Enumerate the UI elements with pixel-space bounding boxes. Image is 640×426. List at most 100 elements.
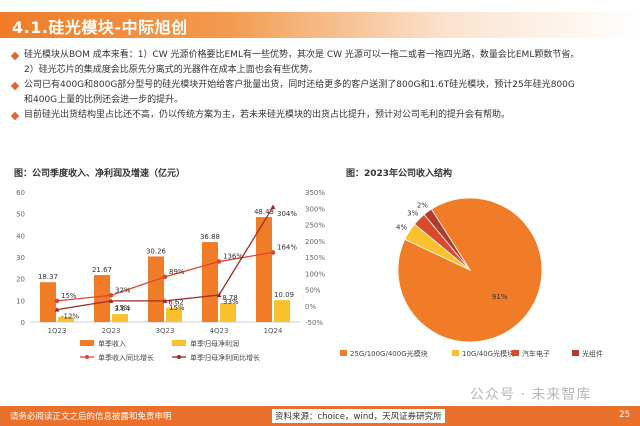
legend-swatch: [172, 340, 186, 346]
x-axis-tick-label: 3Q23: [156, 327, 175, 335]
right-axis-tick-label: 350%: [305, 189, 325, 197]
profit-data-label: 8.78: [222, 294, 238, 302]
bullet-item: 目前硅光出货结构里占比还不高，仍以传统方案为主，若未来硅光模块的出货占比提升，预…: [10, 108, 630, 123]
title-accent-band: [0, 12, 640, 38]
profit-bar: [274, 300, 290, 322]
revenue-growth-point: [216, 259, 222, 264]
left-axis-tick-label: 20: [16, 276, 25, 284]
revenue-growth-label: 32%: [115, 286, 131, 294]
pie-legend-label: 汽车电子: [522, 349, 550, 358]
revenue-data-label: 48.43: [254, 208, 274, 216]
pie-legend-swatch: [340, 350, 347, 356]
bullet-item: 公司已有400G和800G部分型号的硅光模块开始给客户批量出货，同时还给更多的客…: [10, 78, 630, 93]
profit-bar: [112, 314, 128, 322]
profit-growth-label: 33%: [223, 298, 239, 306]
revenue-growth-label: 164%: [277, 243, 297, 251]
x-axis-tick-label: 1Q24: [264, 327, 283, 335]
profit-growth-point: [216, 292, 222, 298]
x-axis-tick-label: 2Q23: [102, 327, 121, 335]
revenue-bar: [148, 256, 164, 322]
legend-marker: [85, 355, 89, 359]
revenue-data-label: 21.67: [92, 266, 112, 274]
profit-bar: [220, 302, 236, 322]
right-axis-tick-label: 0%: [305, 303, 316, 311]
revenue-data-label: 36.88: [200, 233, 220, 241]
right-axis-tick-label: 150%: [305, 254, 325, 262]
pie-legend-swatch: [512, 350, 519, 356]
profit-data-label: 10.09: [274, 291, 294, 299]
revenue-growth-label: 89%: [169, 268, 185, 276]
profit-growth-point: [162, 298, 168, 303]
legend-swatch: [80, 340, 94, 346]
profit-bar: [166, 307, 182, 322]
pie-value-label: 3%: [407, 210, 418, 218]
profit-data-label: 3.64: [114, 305, 130, 313]
profit-growth-label: -12%: [61, 313, 79, 321]
bullet-item: 和400G上量的比例还会进一步的提升。: [10, 93, 630, 108]
chart-title-quarterly: 图：公司季度收入、净利润及增速（亿元）: [14, 169, 186, 179]
footer-source: 资料来源：choice，wind，天风证券研究所: [272, 409, 445, 423]
revenue-growth-point: [270, 250, 276, 255]
title-bar: 4.1.硅光模块-中际旭创: [0, 0, 640, 40]
right-axis-tick-label: -50%: [305, 319, 323, 327]
left-axis-tick-label: 40: [16, 232, 25, 240]
pie-slice: [423, 208, 471, 271]
watermark: 公众号 · 未来智库: [470, 387, 592, 403]
bullet-text: 2）硅光芯片的集成度会比原先分离式的光器件在成本上面也会有些优势。: [24, 65, 318, 75]
chart-title-structure: 图：2023年公司收入结构: [346, 169, 453, 179]
revenue-growth-point: [162, 274, 168, 280]
profit-growth-label: 15%: [169, 304, 185, 312]
revenue-growth-point: [54, 298, 60, 304]
bullet-text: 硅光模块从BOM 成本来看：1）CW 光源价格要比EML有一些优势，其次是 CW…: [24, 50, 580, 60]
profit-data-label: 6.62: [168, 299, 184, 307]
profit-growth-point: [270, 204, 276, 209]
diamond-bullet-icon: [10, 81, 20, 91]
right-axis-tick-label: 300%: [305, 205, 325, 213]
footer-bar: 请务必阅读正文之后的信息披露和免责申明 资料来源：choice，wind，天风证…: [0, 406, 640, 426]
bullet-list: 硅光模块从BOM 成本来看：1）CW 光源价格要比EML有一些优势，其次是 CW…: [10, 48, 630, 123]
diamond-bullet-icon: [10, 51, 20, 61]
quarterly-combo-chart: 0 10 20 30 40 50 60 -50% 0% 50% 100% 150% 200% 250% 30…: [16, 189, 325, 362]
x-axis-tick-label: 4Q23: [210, 327, 229, 335]
profit-growth-point: [108, 298, 114, 303]
revenue-data-label: 18.37: [38, 273, 58, 281]
pie-legend-label: 10G/40G光模块: [462, 349, 514, 358]
legend-label: 单季收入: [98, 339, 126, 348]
bullet-item: 硅光模块从BOM 成本来看：1）CW 光源价格要比EML有一些优势，其次是 CW…: [10, 48, 630, 63]
revenue-growth-label: 15%: [61, 292, 77, 300]
revenue-data-label: 30.26: [146, 247, 167, 255]
profit-growth-label: 15%: [115, 304, 131, 312]
x-axis-tick-label: 1Q23: [48, 327, 67, 335]
revenue-structure-pie-chart: 91% 4%3%2% 25G/100G/400G光模块 10G/40G光模块 汽车电子 光…: [340, 197, 603, 358]
left-axis-tick-label: 30: [16, 254, 25, 262]
pie-value-label: 4%: [396, 224, 407, 232]
left-axis-tick-label: 0: [21, 319, 25, 327]
revenue-growth-label: 136%: [223, 253, 243, 261]
diamond-bullet-icon: [10, 111, 20, 121]
legend-marker: [177, 355, 181, 359]
pie-legend-swatch: [452, 350, 459, 356]
bullet-text: 公司已有400G和800G部分型号的硅光模块开始给客户批量出货，同时还给更多的客…: [24, 80, 575, 90]
revenue-bar: [202, 242, 218, 322]
pie-value-label: 91%: [492, 293, 508, 301]
profit-bar: [58, 316, 74, 322]
right-axis-tick-label: 100%: [305, 270, 325, 278]
pie-legend-swatch: [572, 350, 579, 356]
profit-growth-label: 304%: [277, 210, 297, 218]
revenue-bar: [256, 217, 272, 322]
bullet-text: 目前硅光出货结构里占比还不高，仍以传统方案为主，若未来硅光模块的出货占比提升，预…: [24, 110, 511, 120]
pie-legend-label: 25G/100G/400G光模块: [350, 349, 428, 358]
legend-label: 单季收入同比增长: [98, 353, 154, 362]
revenue-bar: [40, 282, 56, 322]
left-axis-tick-label: 60: [16, 189, 25, 197]
revenue-bar: [94, 275, 110, 322]
profit-growth-point: [54, 307, 60, 312]
legend-label: 单季归母净利同比增长: [190, 353, 260, 362]
pie-value-label: 2%: [417, 201, 428, 209]
page-number: 25: [619, 410, 630, 420]
legend-label: 单季归母净利润: [190, 339, 239, 348]
footer-disclaimer: 请务必阅读正文之后的信息披露和免责申明: [10, 412, 172, 422]
pie-legend-label: 光组件: [582, 349, 603, 358]
right-axis-tick-label: 250%: [305, 222, 325, 230]
left-axis-tick-label: 50: [16, 211, 25, 219]
